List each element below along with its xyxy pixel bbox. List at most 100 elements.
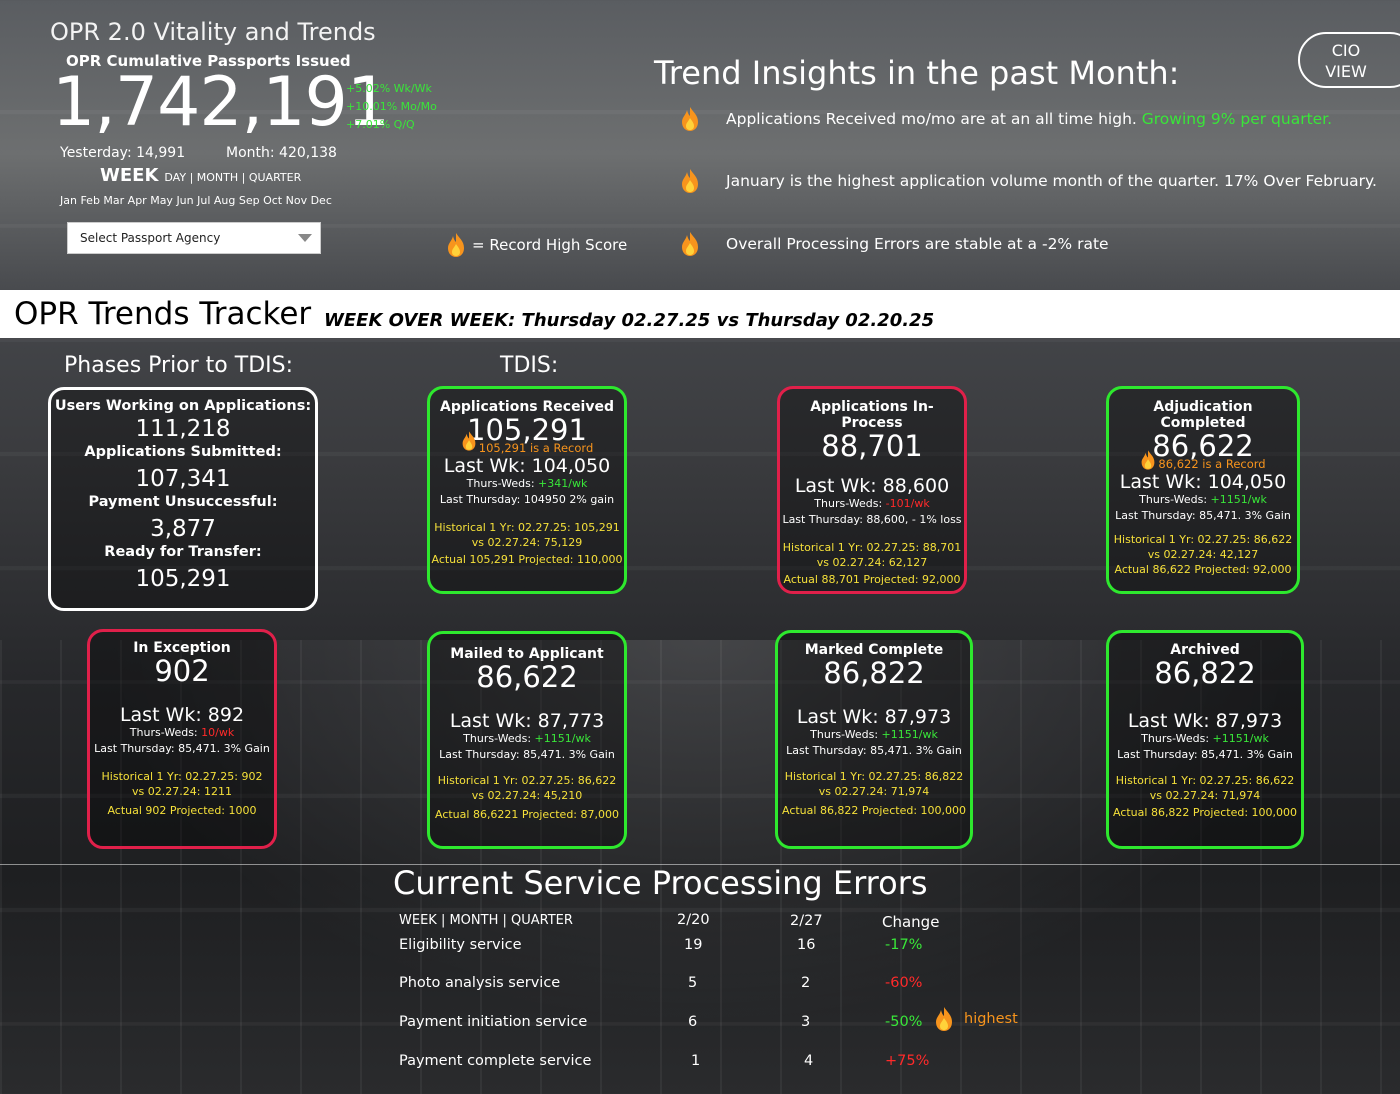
thurs-weds: Thurs-Weds: 10/wk <box>90 726 274 739</box>
card-value: 86,622 <box>1152 429 1254 463</box>
error-value-b: 2 <box>801 975 811 991</box>
card-value: 86,622 <box>476 660 578 694</box>
actual-projected: Actual 86,822 Projected: 100,000 <box>781 804 967 818</box>
period-nav: WEEK DAY | MONTH | QUARTER <box>100 165 301 186</box>
flame-icon <box>680 106 700 132</box>
tdis-label: TDIS: <box>500 353 559 378</box>
section-divider <box>0 864 1400 865</box>
actual-projected: Actual 902 Projected: 1000 <box>107 804 257 818</box>
actual-projected: Actual 86,6221 Projected: 87,000 <box>434 808 620 822</box>
flame-icon <box>934 1006 954 1032</box>
last-week: Last Wk: 87,973 <box>1127 710 1283 733</box>
transfer-label: Ready for Transfer: <box>104 544 262 560</box>
record-legend: = Record High Score <box>446 232 627 258</box>
error-service-name: Photo analysis service <box>399 975 561 991</box>
unsuccessful-value: 3,877 <box>150 516 216 542</box>
card-applications-in-process[interactable]: Applications In-Process 88,701 Last Wk: … <box>777 386 967 594</box>
thurs-label: Thurs-Weds: <box>1141 732 1213 746</box>
card-value: 105,291 <box>467 413 587 447</box>
error-service-name: Payment initiation service <box>399 1014 588 1030</box>
thurs-weds: Thurs-Weds: +1151/wk <box>1109 493 1297 506</box>
growth-stats: +5.02% Wk/Wk +10.01% Mo/Mo +7.01% Q/Q <box>346 80 437 134</box>
flame-icon <box>680 168 700 194</box>
thurs-weds: Thurs-Weds: +1151/wk <box>778 728 970 741</box>
error-value-a: 1 <box>691 1053 701 1069</box>
last-week: Last Wk: 88,600 <box>794 475 950 498</box>
error-value-b: 3 <box>801 1014 811 1030</box>
unsuccessful-label: Payment Unsuccessful: <box>88 494 278 510</box>
errors-col-b: 2/27 <box>790 913 823 929</box>
users-value: 111,218 <box>135 416 231 442</box>
historical-line-2: vs 02.27.24: 42,127 <box>1147 548 1259 562</box>
historical-line-2: vs 02.27.24: 1211 <box>132 785 232 799</box>
error-service-name: Payment complete service <box>399 1053 592 1069</box>
thurs-delta: +341/wk <box>538 477 588 491</box>
view-label: VIEW <box>1325 62 1367 81</box>
insight-text: January is the highest application volum… <box>726 172 1377 190</box>
record-text: 86,622 is a Record <box>1158 457 1266 472</box>
card-marked-complete[interactable]: Marked Complete 86,822 Last Wk: 87,973 T… <box>775 630 973 849</box>
last-week: Last Wk: 104,050 <box>1119 471 1287 494</box>
last-week: Last Wk: 87,773 <box>449 710 605 733</box>
thurs-weds: Thurs-Weds: +1151/wk <box>1109 732 1301 745</box>
error-value-a: 19 <box>684 937 703 953</box>
record-note: 105,291 is a Record <box>430 431 624 455</box>
thurs-delta: +1151/wk <box>1212 732 1269 746</box>
month-count: Month: 420,138 <box>226 145 337 161</box>
period-other-tabs[interactable]: DAY | MONTH | QUARTER <box>164 171 302 184</box>
thurs-label: Thurs-Weds: <box>810 728 882 742</box>
historical-line-1: Historical 1 Yr: 02.27.25: 86,622 <box>1113 533 1293 547</box>
actual-projected: Actual 86,622 Projected: 92,000 <box>1114 563 1292 577</box>
last-week: Last Wk: 104,050 <box>443 455 611 478</box>
thurs-label: Thurs-Weds: <box>129 726 202 740</box>
card-title: Marked Complete <box>804 642 944 658</box>
card-mailed-to-applicant[interactable]: Mailed to Applicant 86,622 Last Wk: 87,7… <box>427 631 627 849</box>
card-adjudication-completed[interactable]: Adjudication Completed 86,622 86,622 is … <box>1106 386 1300 594</box>
thurs-delta: +1151/wk <box>1210 493 1267 507</box>
error-change: -60% <box>885 975 923 991</box>
actual-projected: Actual 105,291 Projected: 110,000 <box>431 553 623 567</box>
thurs-delta: +1151/wk <box>881 728 938 742</box>
insight-text: Overall Processing Errors are stable at … <box>726 235 1109 253</box>
cumulative-label: OPR Cumulative Passports Issued <box>66 52 351 70</box>
card-value: 86,822 <box>1154 656 1256 690</box>
card-applications-received[interactable]: Applications Received 105,291 105,291 is… <box>427 386 627 594</box>
background-floor <box>0 640 1400 1094</box>
card-title: Archived <box>1170 642 1240 658</box>
error-value-a: 5 <box>688 975 698 991</box>
error-change: -17% <box>885 937 923 953</box>
error-change: +75% <box>885 1053 930 1069</box>
period-week-tab[interactable]: WEEK <box>100 165 159 186</box>
flame-icon <box>1140 449 1156 471</box>
app-title: OPR 2.0 Vitality and Trends <box>50 18 376 46</box>
thurs-delta: +1151/wk <box>534 732 591 746</box>
thurs-label: Thurs-Weds: <box>463 732 535 746</box>
errors-col-a: 2/20 <box>677 912 710 928</box>
thurs-weds: Thurs-Weds: +1151/wk <box>430 732 624 745</box>
actual-projected: Actual 86,822 Projected: 100,000 <box>1112 806 1298 820</box>
errors-period-tabs[interactable]: WEEK | MONTH | QUARTER <box>399 913 573 928</box>
card-in-exception[interactable]: In Exception 902 Last Wk: 892 Thurs-Weds… <box>87 629 277 849</box>
last-thursday: Last Thursday: 85,471. 3% Gain <box>786 744 962 758</box>
historical-line-1: Historical 1 Yr: 02.27.25: 88,701 <box>782 541 962 555</box>
last-thursday: Last Thursday: 85,471. 3% Gain <box>439 748 615 762</box>
cio-view-button[interactable]: CIO VIEW <box>1298 32 1400 88</box>
insights-title: Trend Insights in the past Month: <box>654 54 1180 92</box>
thurs-label: Thurs-Weds: <box>814 497 886 511</box>
thurs-weds: Thurs-Weds: +341/wk <box>430 477 624 490</box>
card-value: 88,701 <box>821 429 923 463</box>
insight-highlight: Growing 9% per quarter. <box>1141 110 1333 128</box>
last-thursday: Last Thursday: 85,471. 3% Gain <box>94 742 270 756</box>
thurs-weds: Thurs-Weds: -101/wk <box>780 497 964 510</box>
agency-select[interactable]: Select Passport Agency <box>67 222 321 254</box>
error-value-b: 16 <box>797 937 816 953</box>
error-change: -50% <box>885 1014 923 1030</box>
card-title: Applications Received <box>439 399 614 415</box>
growth-wk: +5.02% Wk/Wk <box>346 82 432 95</box>
cio-label: CIO <box>1331 41 1361 60</box>
record-note: 86,622 is a Record <box>1109 450 1297 472</box>
card-archived[interactable]: Archived 86,822 Last Wk: 87,973 Thurs-We… <box>1106 630 1304 849</box>
insight-item: Applications Received mo/mo are at an al… <box>680 106 1332 132</box>
month-selector[interactable]: Jan Feb Mar Apr May Jun Jul Aug Sep Oct … <box>60 194 332 207</box>
thurs-label: Thurs-Weds: <box>1139 493 1211 507</box>
